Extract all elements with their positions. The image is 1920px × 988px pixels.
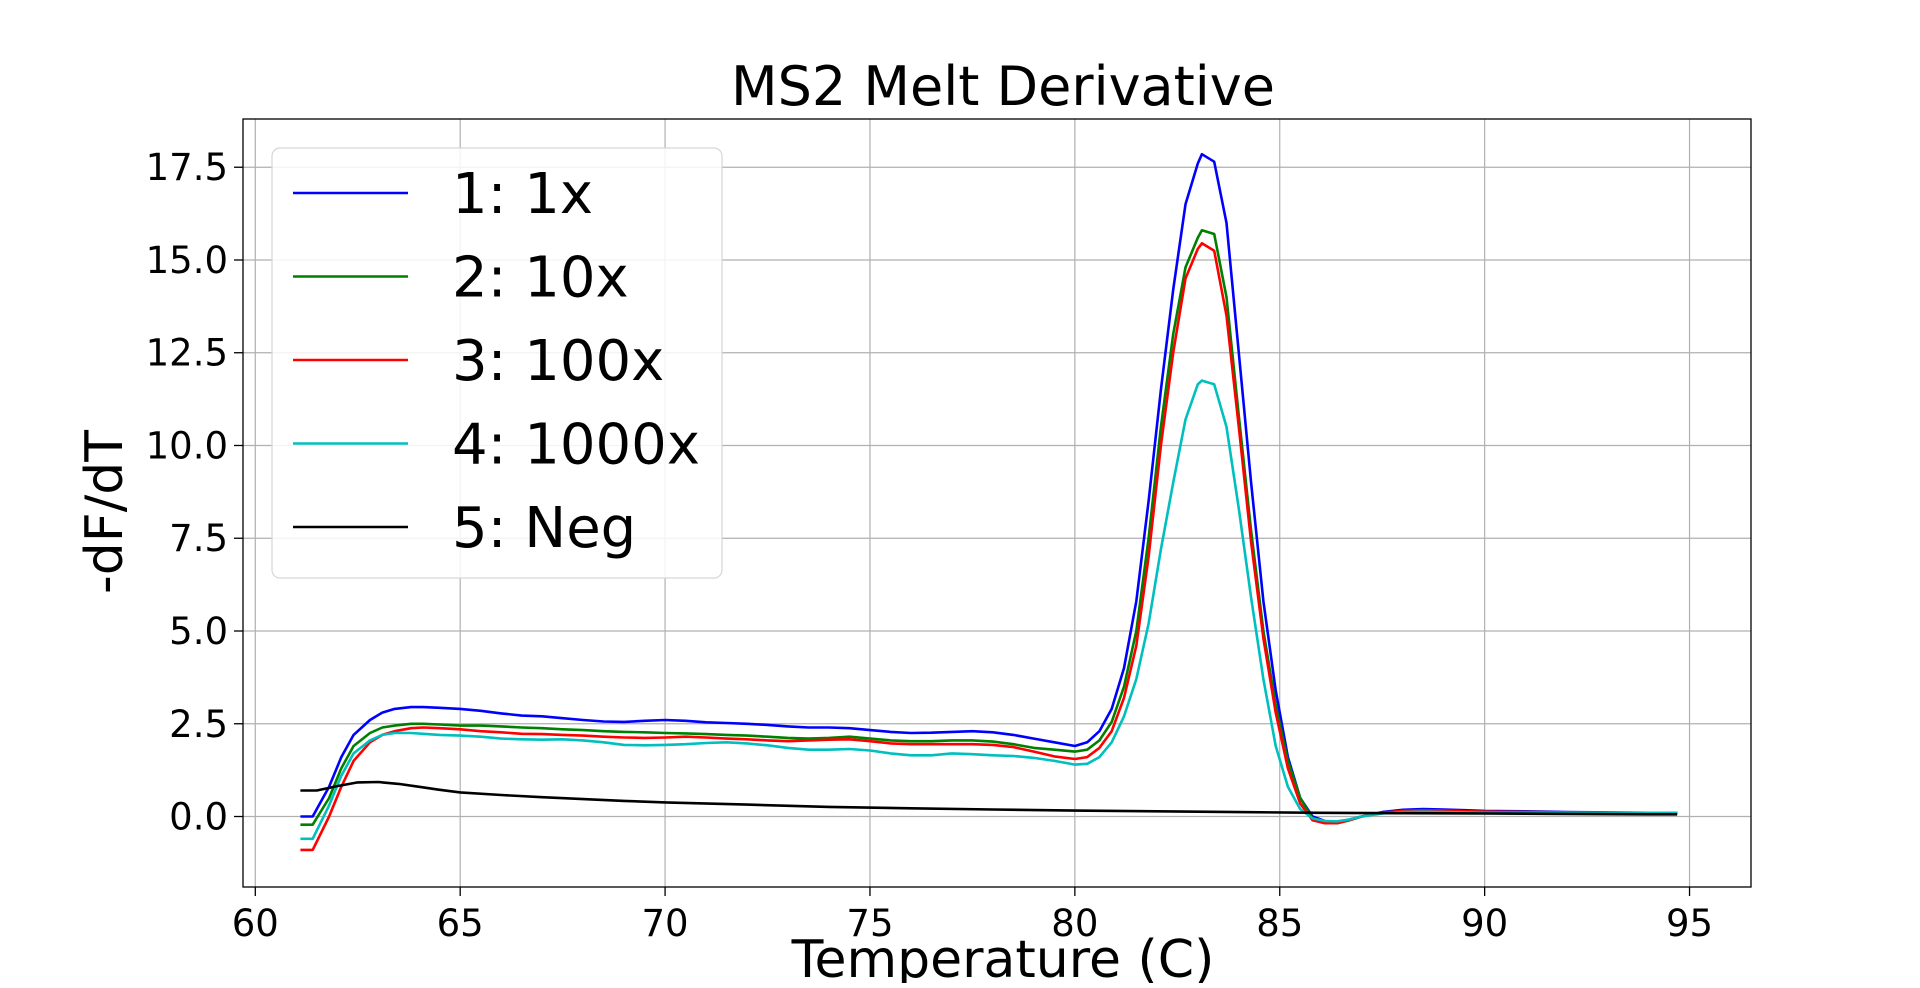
series-line-3 xyxy=(300,242,1678,852)
x-axis-label: Temperature (C) xyxy=(791,930,1215,983)
series-line-4 xyxy=(300,379,1678,841)
x-tick-label: 75 xyxy=(846,902,893,945)
legend: 1: 1x 2: 10x 3: 100x 4: 1000x 5: Neg xyxy=(271,147,723,579)
y-tick-label: 0.0 xyxy=(169,796,228,839)
legend-label: 4: 1000x xyxy=(452,413,700,478)
legend-label: 1: 1x xyxy=(452,162,593,227)
series-line-5 xyxy=(300,780,1678,816)
y-tick-label: 10.0 xyxy=(146,424,228,467)
y-tick-label: 2.5 xyxy=(169,703,228,746)
legend-box xyxy=(271,147,723,579)
legend-label: 5: Neg xyxy=(452,496,636,561)
legend-label: 3: 100x xyxy=(452,329,664,394)
x-tick-label: 65 xyxy=(437,902,484,945)
chart-title: MS2 Melt Derivative xyxy=(731,55,1275,118)
y-tick-label: 15.0 xyxy=(146,239,228,282)
plot-frame xyxy=(242,118,1752,888)
x-tick-label: 95 xyxy=(1666,902,1713,945)
legend-label: 2: 10x xyxy=(452,246,629,311)
x-tick-label: 90 xyxy=(1461,902,1508,945)
x-tick-label: 85 xyxy=(1256,902,1303,945)
x-tick-label: 80 xyxy=(1051,902,1098,945)
x-tick-label: 60 xyxy=(232,902,279,945)
y-axis-label: -dF/dT xyxy=(75,430,135,594)
x-tick-label: 70 xyxy=(642,902,689,945)
series-layer xyxy=(300,152,1678,852)
tick-layer: 60 65 70 75 80 85 90 95 0.0 2.5 5.0 7.5 10.0 12.5 15.0… xyxy=(146,146,1713,945)
y-tick-label: 7.5 xyxy=(169,517,228,560)
y-tick-label: 5.0 xyxy=(169,610,228,653)
y-tick-label: 17.5 xyxy=(146,146,228,189)
y-tick-label: 12.5 xyxy=(146,332,228,375)
